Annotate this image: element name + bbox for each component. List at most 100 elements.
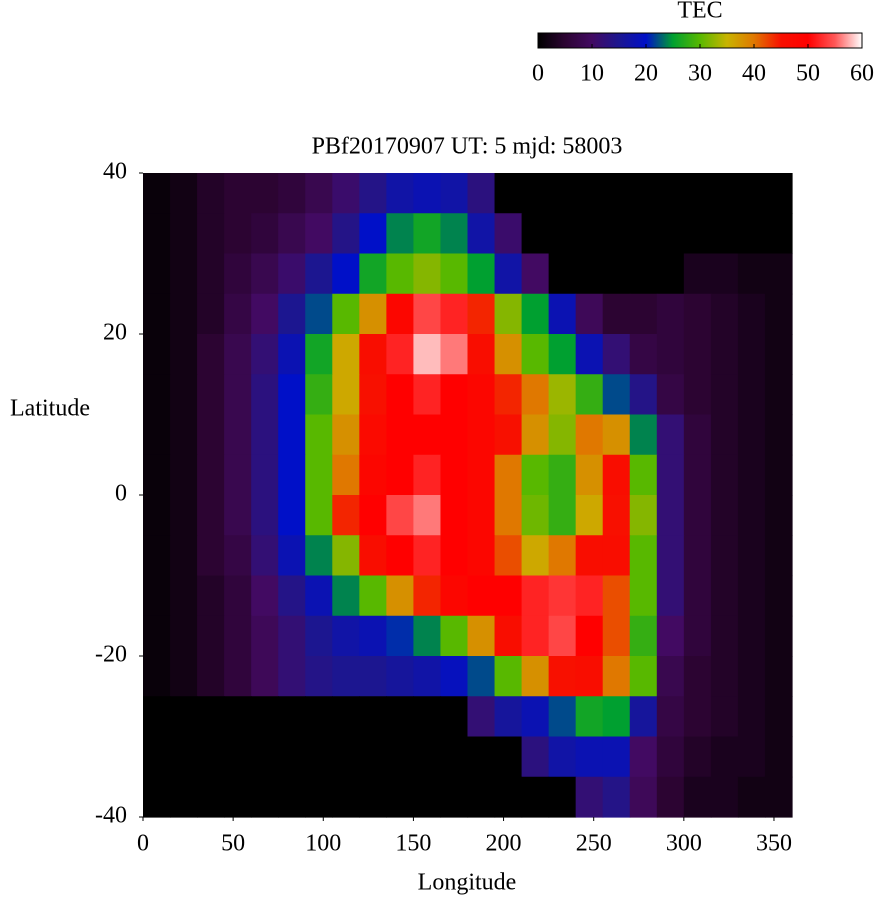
heatmap-cell bbox=[170, 535, 198, 577]
heatmap-cell bbox=[386, 696, 415, 738]
heatmap-cell bbox=[467, 736, 496, 778]
heatmap-cell bbox=[278, 495, 306, 536]
heatmap-cell bbox=[467, 495, 496, 536]
heatmap-cell bbox=[332, 293, 360, 335]
heatmap-cell bbox=[359, 454, 387, 496]
heatmap-cell bbox=[575, 334, 604, 375]
heatmap-cell bbox=[251, 736, 279, 778]
heatmap-cell bbox=[656, 495, 685, 536]
heatmap-cell bbox=[683, 656, 712, 697]
heatmap-cell bbox=[305, 696, 333, 738]
heatmap-cell bbox=[440, 293, 469, 335]
heatmap-cell bbox=[629, 615, 658, 657]
heatmap-cell bbox=[629, 253, 658, 295]
heatmap-cell bbox=[710, 776, 739, 818]
heatmap-cell bbox=[386, 656, 415, 697]
heatmap-cell bbox=[359, 253, 387, 295]
heatmap-cell bbox=[197, 293, 225, 335]
heatmap-cell bbox=[143, 334, 171, 375]
heatmap-cell bbox=[224, 454, 252, 496]
heatmap-cell bbox=[710, 334, 739, 375]
heatmap-cell bbox=[386, 293, 415, 335]
heatmap-cell bbox=[440, 736, 469, 778]
heatmap-cell bbox=[737, 535, 766, 577]
heatmap-cell bbox=[332, 696, 360, 738]
heatmap-cell bbox=[197, 776, 225, 818]
heatmap-cell bbox=[170, 696, 198, 738]
heatmap-cell bbox=[656, 656, 685, 697]
heatmap-cell bbox=[359, 696, 387, 738]
heatmap-cell bbox=[278, 535, 306, 577]
heatmap-cell bbox=[764, 575, 793, 617]
heatmap-cell bbox=[548, 334, 577, 375]
heatmap-cell bbox=[656, 696, 685, 738]
heatmap-cell bbox=[683, 414, 712, 456]
heatmap-cell bbox=[521, 776, 550, 818]
heatmap-cell bbox=[251, 293, 279, 335]
heatmap-cell bbox=[278, 736, 306, 778]
heatmap-cell bbox=[170, 615, 198, 657]
heatmap-cell bbox=[764, 495, 793, 536]
heatmap-cell bbox=[224, 334, 252, 375]
heatmap-cell bbox=[278, 213, 306, 255]
x-tick-label: 150 bbox=[395, 831, 431, 857]
heatmap-cell bbox=[602, 334, 631, 375]
heatmap-cell bbox=[575, 454, 604, 496]
heatmap-cell bbox=[305, 253, 333, 295]
heatmap-cell bbox=[710, 575, 739, 617]
heatmap-cell bbox=[359, 736, 387, 778]
heatmap-cell bbox=[251, 173, 279, 214]
heatmap-cell bbox=[494, 414, 523, 456]
heatmap-cell bbox=[413, 173, 442, 214]
heatmap-cell bbox=[305, 535, 333, 577]
heatmap-cell bbox=[251, 656, 279, 697]
heatmap-cell bbox=[332, 656, 360, 697]
heatmap-cell bbox=[143, 253, 171, 295]
heatmap-cell bbox=[305, 736, 333, 778]
heatmap-cell bbox=[224, 213, 252, 255]
heatmap-cell bbox=[548, 293, 577, 335]
heatmap-cell bbox=[278, 414, 306, 456]
heatmap-cell bbox=[548, 374, 577, 416]
heatmap-cell bbox=[629, 334, 658, 375]
heatmap-cell bbox=[710, 293, 739, 335]
heatmap-cell bbox=[575, 696, 604, 738]
heatmap-cell bbox=[575, 615, 604, 657]
colorbar-title: TEC bbox=[677, 0, 722, 24]
heatmap-cell bbox=[683, 374, 712, 416]
heatmap-cell bbox=[413, 293, 442, 335]
heatmap-cell bbox=[224, 776, 252, 818]
heatmap-cell bbox=[467, 213, 496, 255]
heatmap-cell bbox=[683, 173, 712, 214]
heatmap-cell bbox=[143, 173, 171, 214]
heatmap-cell bbox=[629, 535, 658, 577]
heatmap-cell bbox=[386, 615, 415, 657]
heatmap-cell bbox=[467, 414, 496, 456]
heatmap-cell bbox=[305, 615, 333, 657]
heatmap-cell bbox=[197, 253, 225, 295]
heatmap-cell bbox=[143, 615, 171, 657]
heatmap-cell bbox=[602, 656, 631, 697]
heatmap-cell bbox=[602, 736, 631, 778]
heatmap-cell bbox=[494, 293, 523, 335]
heatmap-cell bbox=[386, 253, 415, 295]
heatmap-cell bbox=[305, 293, 333, 335]
heatmap-cell bbox=[305, 575, 333, 617]
heatmap-cell bbox=[251, 535, 279, 577]
heatmap-cell bbox=[629, 495, 658, 536]
heatmap-cell bbox=[602, 615, 631, 657]
heatmap-cell bbox=[656, 535, 685, 577]
heatmap-cell bbox=[251, 213, 279, 255]
heatmap-cell bbox=[197, 374, 225, 416]
heatmap-cell bbox=[467, 173, 496, 214]
heatmap-cell bbox=[737, 736, 766, 778]
heatmap-cell bbox=[251, 696, 279, 738]
heatmap-cell bbox=[683, 253, 712, 295]
heatmap-cell bbox=[548, 615, 577, 657]
heatmap-cell bbox=[575, 253, 604, 295]
heatmap-cell bbox=[143, 575, 171, 617]
heatmap-cell bbox=[683, 213, 712, 255]
heatmap-cell bbox=[575, 414, 604, 456]
y-tick-label: 40 bbox=[103, 159, 127, 185]
heatmap-cell bbox=[251, 374, 279, 416]
